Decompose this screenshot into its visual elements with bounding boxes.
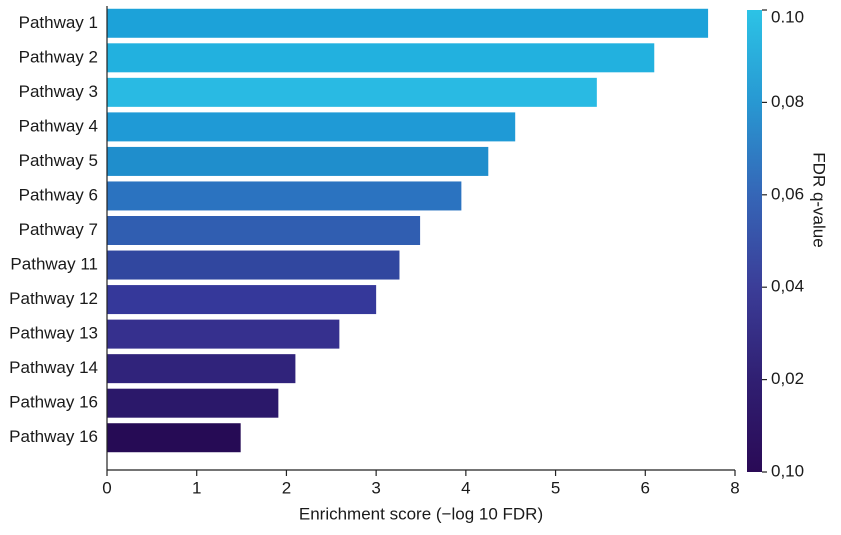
- x-tick-label: 2: [282, 478, 291, 497]
- colorbar-tick-label: 0,08: [771, 92, 804, 111]
- bar: [107, 250, 400, 280]
- y-tick-label: Pathway 2: [19, 47, 98, 66]
- bar: [107, 181, 462, 211]
- x-axis-title: Enrichment score (−log 10 FDR): [299, 504, 543, 523]
- bar: [107, 146, 489, 176]
- y-tick-label: Pathway 5: [19, 151, 98, 170]
- y-tick-label: Pathway 11: [10, 255, 98, 274]
- x-tick-label: 4: [461, 478, 470, 497]
- y-tick-label: Pathway 16: [9, 393, 98, 412]
- y-tick-label: Pathway 3: [19, 82, 98, 101]
- x-tick-label: 1: [192, 478, 201, 497]
- bar: [107, 388, 279, 418]
- y-tick-label: Pathway 6: [19, 185, 98, 204]
- bar: [107, 8, 709, 38]
- colorbar-title: FDR q-value: [810, 152, 829, 247]
- y-tick-label: Pathway 4: [19, 116, 98, 135]
- bar: [107, 354, 296, 384]
- x-tick-label: 6: [641, 478, 650, 497]
- colorbar-tick-label: 0,10: [771, 461, 804, 480]
- colorbar-tick-label: 0,06: [771, 184, 804, 203]
- colorbar-tick-label: 0,02: [771, 369, 804, 388]
- y-tick-label: Pathway 7: [19, 220, 98, 239]
- colorbar-tick-label: 0.10: [771, 7, 804, 26]
- x-tick-label: 8: [730, 478, 739, 497]
- bar: [107, 77, 597, 107]
- bar: [107, 216, 421, 245]
- bar: [107, 112, 516, 142]
- y-tick-label: Pathway 13: [9, 324, 98, 343]
- y-tick-label: Pathway 14: [9, 358, 98, 377]
- bar: [107, 423, 241, 453]
- x-tick-label: 3: [371, 478, 380, 497]
- bar: [107, 319, 340, 349]
- colorbar-tick-label: 0,04: [771, 277, 804, 296]
- y-tick-label: Pathway 12: [9, 289, 98, 308]
- y-tick-label: Pathway 16: [9, 427, 98, 446]
- colorbar: [747, 10, 762, 472]
- bar: [107, 285, 377, 315]
- bar: [107, 43, 655, 73]
- x-tick-label: 5: [551, 478, 560, 497]
- y-tick-label: Pathway 1: [19, 13, 98, 32]
- x-tick-label: 0: [102, 478, 111, 497]
